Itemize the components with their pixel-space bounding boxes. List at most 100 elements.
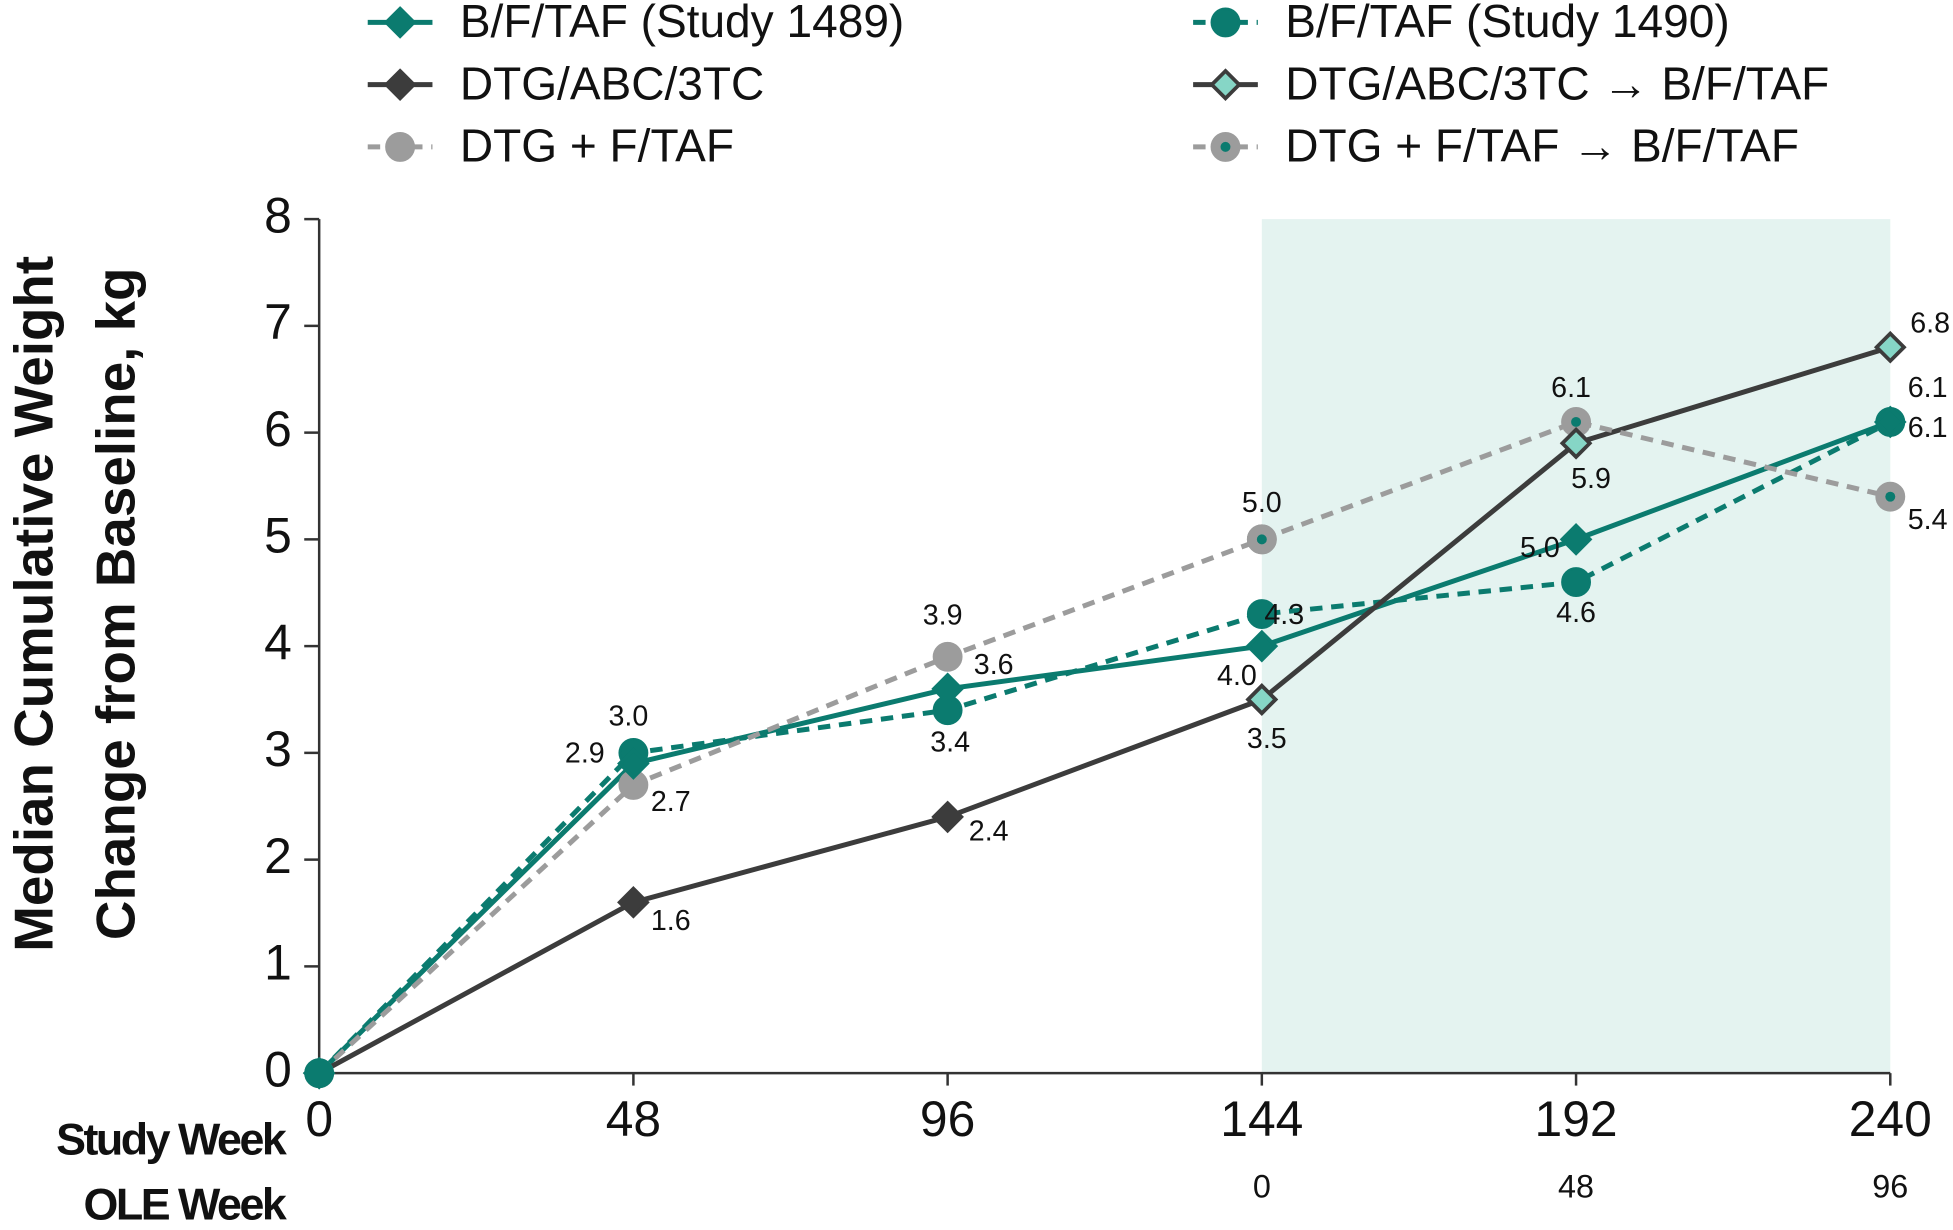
marker	[617, 747, 650, 780]
legend-item: DTG + F/TAF	[367, 120, 734, 172]
marker	[385, 131, 416, 162]
marker	[1873, 330, 1907, 364]
ole-tick-label: 0	[1253, 1168, 1271, 1204]
marker	[1246, 524, 1277, 555]
marker	[1210, 7, 1241, 38]
marker-shape	[1245, 629, 1279, 663]
marker	[617, 885, 650, 919]
y-tick-label: 0	[264, 1041, 292, 1097]
x-tick-label: 96	[920, 1091, 975, 1147]
data-label: 2.4	[969, 816, 1009, 848]
data-label: 6.8	[1910, 307, 1950, 339]
data-label: 2.9	[565, 737, 605, 769]
x-tick-label: 144	[1220, 1091, 1303, 1147]
y-tick-label: 4	[264, 614, 292, 670]
x-tick-label: 0	[305, 1091, 333, 1147]
x-tick-label: 192	[1535, 1091, 1618, 1147]
y-tick-label: 7	[264, 294, 292, 350]
marker	[931, 672, 964, 706]
y-tick-label: 8	[264, 187, 292, 243]
legend-label: B/F/TAF (Study 1489)	[460, 0, 904, 47]
data-label: 5.0	[1242, 487, 1282, 519]
series-line	[317, 697, 1263, 1076]
marker-shape	[1246, 599, 1277, 630]
series-line	[317, 537, 1263, 1075]
legend-item: DTG + F/TAF → B/F/TAF	[1193, 120, 1799, 172]
data-label: 3.5	[1247, 723, 1287, 755]
y-tick-label: 2	[264, 828, 292, 884]
marker-shape	[383, 6, 417, 39]
marker-center	[1571, 416, 1582, 427]
data-label: 5.4	[1908, 504, 1948, 536]
marker-shape	[931, 800, 964, 834]
marker-shape	[932, 641, 963, 672]
y-axis-title: Change from Baseline, kg	[84, 268, 146, 941]
series-line	[317, 419, 1892, 1075]
marker-shape	[1210, 7, 1241, 38]
data-label: 5.9	[1571, 463, 1611, 495]
marker	[1875, 481, 1906, 512]
marker-shape	[1245, 683, 1279, 716]
marker-center	[1885, 491, 1896, 502]
legend-item: B/F/TAF (Study 1489)	[367, 0, 904, 47]
data-label: 1.6	[651, 905, 691, 937]
marker-shape	[383, 68, 417, 101]
marker-shape	[385, 131, 416, 162]
marker-shape	[1209, 68, 1242, 101]
y-axis-title: Median Cumulative Weight	[2, 256, 64, 952]
legend-label: B/F/TAF (Study 1490)	[1285, 0, 1729, 47]
data-label: 3.9	[923, 600, 963, 632]
series-line	[317, 419, 1892, 1075]
marker	[1559, 523, 1593, 556]
x-tick-label: 240	[1849, 1091, 1932, 1147]
data-label: 3.6	[974, 649, 1014, 681]
marker-shape	[1561, 567, 1592, 598]
ole-tick-label: 48	[1558, 1168, 1594, 1204]
marker	[1245, 683, 1279, 716]
data-label: 4.0	[1217, 660, 1257, 692]
shaded-region	[1261, 219, 1891, 1074]
marker	[1559, 426, 1593, 460]
marker	[383, 6, 417, 39]
marker	[931, 800, 964, 834]
legend-label: DTG/ABC/3TC → B/F/TAF	[1285, 57, 1829, 109]
legend-item: DTG/ABC/3TC	[367, 57, 764, 109]
marker	[1209, 68, 1242, 101]
marker	[1873, 405, 1907, 439]
marker	[1210, 131, 1241, 162]
marker-shape	[302, 1056, 336, 1090]
legend-label: DTG + F/TAF	[460, 120, 734, 172]
legend-item: B/F/TAF (Study 1490)	[1193, 0, 1730, 47]
marker-shape	[1559, 523, 1593, 556]
marker	[302, 1056, 336, 1090]
marker	[932, 641, 963, 672]
data-label: 2.7	[651, 786, 691, 818]
data-label: 4.3	[1264, 599, 1304, 631]
data-label: 4.6	[1556, 597, 1596, 629]
y-tick-label: 6	[264, 401, 292, 457]
data-label: 6.1	[1908, 412, 1948, 444]
marker-shape	[1873, 330, 1907, 364]
legend-label: DTG/ABC/3TC	[460, 57, 764, 109]
series-line	[1260, 419, 1891, 542]
x-row-label: Study Week	[56, 1115, 287, 1165]
marker	[1561, 567, 1592, 598]
x-row-label: OLE Week	[83, 1179, 286, 1229]
marker-shape	[617, 885, 650, 919]
marker-shape	[931, 672, 964, 706]
marker-shape	[1873, 405, 1907, 439]
data-label: 5.0	[1520, 532, 1560, 564]
marker-center	[1220, 141, 1231, 152]
data-label: 6.1	[1551, 372, 1591, 404]
legend-item: DTG/ABC/3TC → B/F/TAF	[1193, 57, 1829, 109]
x-tick-label: 48	[606, 1091, 661, 1147]
data-label: 3.0	[609, 701, 649, 733]
marker-center	[1256, 534, 1267, 545]
ole-tick-label: 96	[1872, 1168, 1908, 1204]
data-label: 6.1	[1908, 372, 1948, 404]
marker-shape	[1559, 426, 1593, 460]
y-tick-label: 1	[264, 935, 292, 991]
data-label: 3.4	[930, 726, 970, 758]
